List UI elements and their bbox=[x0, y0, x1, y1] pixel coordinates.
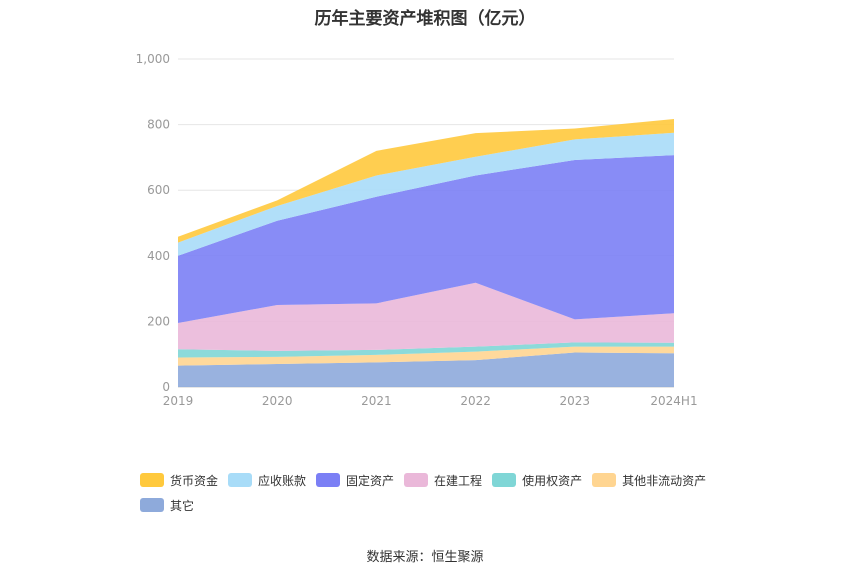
area-series-应收账款 bbox=[178, 132, 674, 256]
x-axis-ticks: 2019 2020 2021 2022 2023 2024H1 bbox=[163, 394, 698, 408]
area-series-使用权资产 bbox=[178, 342, 674, 358]
x-tick-label: 2020 bbox=[262, 394, 293, 408]
area-series-货币资金 bbox=[178, 119, 674, 243]
legend-swatch bbox=[140, 498, 164, 512]
legend-swatch bbox=[228, 473, 253, 487]
legend-swatch bbox=[316, 473, 341, 487]
y-tick-label: 600 bbox=[147, 183, 170, 197]
legend-item[interactable]: 使用权资产 bbox=[492, 472, 582, 488]
legend-item[interactable]: 在建工程 bbox=[404, 472, 482, 488]
legend-swatch bbox=[404, 473, 429, 487]
legend-label: 货币资金 bbox=[170, 473, 219, 488]
legend-item[interactable]: 固定资产 bbox=[316, 472, 394, 488]
x-tick-label: 2022 bbox=[460, 394, 491, 408]
y-axis-ticks: 0 200 400 600 800 1,000 bbox=[136, 52, 170, 394]
legend-item[interactable]: 其它 bbox=[140, 497, 194, 513]
legend-item[interactable]: 应收账款 bbox=[228, 472, 306, 488]
legend-label: 其他非流动资产 bbox=[622, 473, 707, 488]
y-tick-label: 0 bbox=[162, 380, 170, 394]
area-series bbox=[178, 119, 674, 387]
legend-swatch bbox=[592, 473, 617, 487]
legend-label: 在建工程 bbox=[434, 473, 483, 488]
x-tick-label: 2023 bbox=[560, 394, 591, 408]
x-tick-label: 2021 bbox=[361, 394, 392, 408]
legend-swatch bbox=[140, 473, 164, 487]
area-series-其它 bbox=[178, 352, 674, 387]
y-tick-label: 1,000 bbox=[136, 52, 170, 66]
x-tick-label: 2019 bbox=[163, 394, 194, 408]
data-source: 数据来源：恒生聚源 bbox=[366, 550, 484, 565]
y-tick-label: 400 bbox=[147, 249, 170, 263]
legend-label: 应收账款 bbox=[258, 473, 307, 488]
x-tick-label: 2024H1 bbox=[650, 394, 697, 408]
area-series-在建工程 bbox=[178, 282, 674, 351]
area-series-固定资产 bbox=[178, 155, 674, 324]
y-tick-label: 200 bbox=[147, 314, 170, 328]
area-series-其他非流动资产 bbox=[178, 346, 674, 366]
legend-label: 使用权资产 bbox=[522, 473, 583, 488]
legend-label: 其它 bbox=[170, 498, 195, 513]
legend-swatch bbox=[492, 473, 517, 487]
chart-title: 历年主要资产堆积图（亿元） bbox=[314, 9, 536, 29]
legend-item[interactable]: 货币资金 bbox=[140, 472, 218, 488]
legend-item[interactable]: 其他非流动资产 bbox=[592, 472, 706, 488]
legend-label: 固定资产 bbox=[346, 473, 395, 488]
legend: 货币资金 应收账款 固定资产 在建工程 使用权资产 其他非流动资产其它 bbox=[140, 472, 740, 522]
y-tick-label: 800 bbox=[147, 118, 170, 132]
